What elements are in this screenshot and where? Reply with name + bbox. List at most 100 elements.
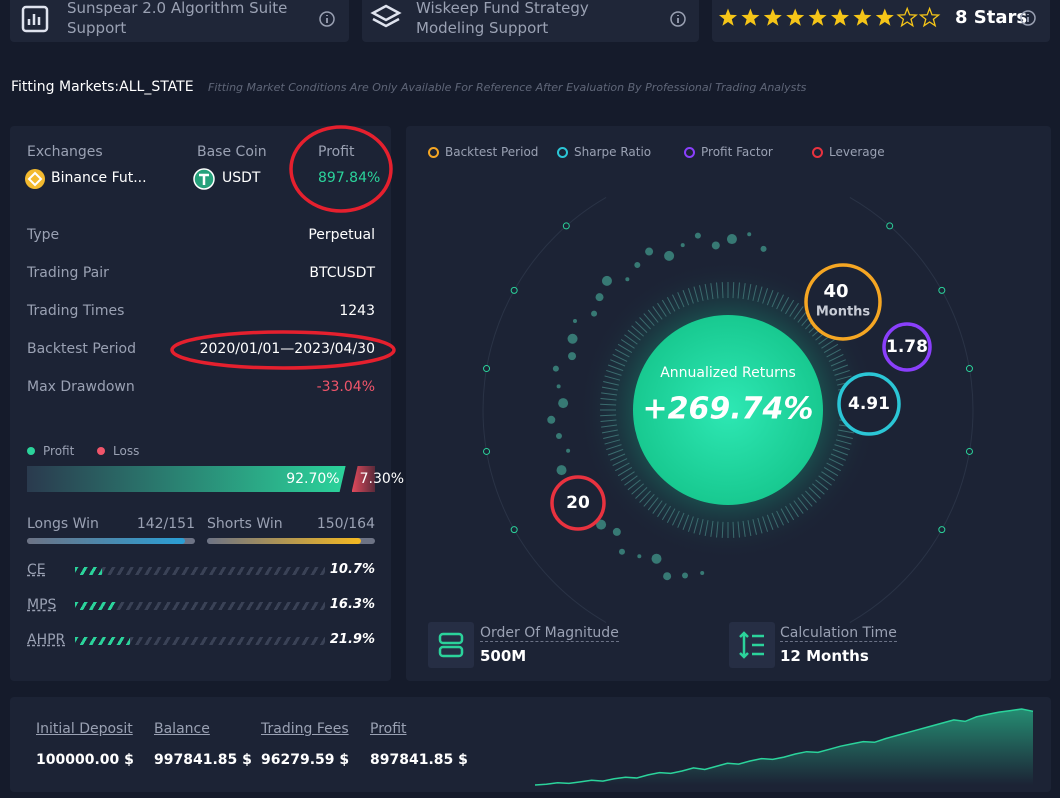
stat-label: Calculation Time bbox=[780, 625, 897, 642]
legend-label[interactable]: Profit Factor bbox=[701, 145, 773, 159]
ring-tick bbox=[643, 313, 655, 326]
ring-tick bbox=[672, 510, 680, 526]
info-icon[interactable] bbox=[1019, 9, 1037, 27]
ring-tick bbox=[737, 521, 740, 538]
legend-label[interactable]: Leverage bbox=[829, 145, 885, 159]
bubble-value: 20 bbox=[566, 493, 590, 513]
detail-value: Perpetual bbox=[308, 227, 375, 243]
star bbox=[831, 8, 849, 26]
ring-tick bbox=[657, 302, 667, 317]
ring-tick bbox=[716, 282, 719, 299]
arc-node bbox=[938, 286, 946, 294]
star bbox=[741, 8, 760, 26]
ring-tick bbox=[757, 517, 763, 534]
ring-tick bbox=[742, 283, 746, 300]
equity-curve bbox=[535, 708, 1034, 786]
ring-tick bbox=[780, 297, 790, 312]
ring-tick bbox=[635, 487, 648, 499]
particle bbox=[566, 448, 571, 453]
ring-tick bbox=[828, 354, 844, 362]
ring-tick bbox=[785, 299, 795, 315]
ring-tick bbox=[657, 503, 667, 518]
arc-node bbox=[886, 222, 894, 230]
detail-value: -33.04% bbox=[316, 379, 375, 395]
particle bbox=[558, 398, 569, 409]
balance-value: 897841.85 $ bbox=[370, 752, 468, 768]
legend-label: Profit bbox=[43, 444, 75, 458]
star bbox=[786, 8, 805, 26]
ring-tick bbox=[834, 444, 850, 451]
particle bbox=[694, 232, 701, 239]
profit-value: 897.84% bbox=[318, 170, 381, 186]
ring-tick bbox=[776, 294, 784, 310]
ring-tick bbox=[652, 306, 663, 320]
ring-tick bbox=[752, 519, 757, 535]
particle bbox=[634, 262, 641, 269]
loss-bar bbox=[351, 466, 375, 492]
suite-icon bbox=[21, 5, 49, 33]
metric-track bbox=[75, 637, 325, 645]
ring-tick bbox=[808, 487, 821, 499]
usdt-icon bbox=[193, 168, 215, 190]
metric-name: MPS bbox=[27, 597, 57, 613]
detail-value: BTCUSDT bbox=[309, 265, 375, 281]
particle bbox=[645, 247, 654, 256]
arc-node bbox=[483, 447, 491, 455]
card-title: Wiskeep Fund Strategy Modeling Support bbox=[416, 0, 589, 37]
ring-tick bbox=[600, 414, 617, 417]
ring-tick bbox=[682, 514, 690, 531]
ring-tick bbox=[610, 359, 626, 367]
ring-tick bbox=[830, 453, 846, 461]
stat-value: 12 Months bbox=[780, 647, 869, 665]
ring-tick bbox=[666, 508, 676, 523]
bubble-unit: Months bbox=[816, 305, 871, 320]
ring-tick bbox=[603, 434, 619, 439]
ring-tick bbox=[828, 458, 844, 466]
feature-card[interactable] bbox=[10, 0, 349, 42]
ring-tick bbox=[601, 386, 618, 391]
info-icon[interactable] bbox=[318, 10, 336, 28]
ring-tick bbox=[647, 497, 659, 511]
ring-tick bbox=[762, 288, 769, 304]
ring-tick bbox=[762, 516, 769, 532]
particle bbox=[596, 519, 607, 530]
metric-bubble bbox=[550, 475, 606, 531]
ring-tick bbox=[789, 503, 799, 518]
ring-tick bbox=[647, 309, 659, 323]
ring-tick bbox=[607, 448, 624, 456]
ring-tick bbox=[627, 479, 641, 491]
arc-node bbox=[938, 526, 946, 534]
particle bbox=[572, 319, 577, 324]
metric-track bbox=[75, 567, 325, 575]
ring-tick bbox=[617, 343, 633, 353]
star bbox=[853, 8, 872, 26]
ring-tick bbox=[601, 424, 618, 428]
legend-label[interactable]: Backtest Period bbox=[445, 145, 539, 159]
ring-tick bbox=[672, 294, 680, 310]
particle bbox=[663, 572, 672, 581]
time-icon bbox=[729, 622, 775, 668]
feature-card[interactable] bbox=[362, 0, 699, 42]
ring-tick bbox=[699, 519, 704, 535]
ring-tick bbox=[635, 321, 648, 333]
detail-label: Trading Times bbox=[27, 303, 125, 319]
arc-node bbox=[510, 526, 518, 534]
ring-tick bbox=[604, 439, 621, 445]
ring-tick bbox=[624, 334, 638, 345]
ring-tick bbox=[710, 520, 714, 537]
ring-tick bbox=[704, 520, 709, 537]
ring-tick bbox=[732, 282, 735, 299]
ring-tick bbox=[687, 288, 694, 304]
legend-dot bbox=[812, 147, 823, 158]
binance-icon bbox=[25, 169, 45, 189]
ring-tick bbox=[797, 497, 809, 511]
legend-label[interactable]: Sharpe Ratio bbox=[574, 145, 652, 159]
particle bbox=[552, 365, 559, 372]
star bbox=[719, 8, 737, 26]
ring-tick bbox=[620, 339, 635, 349]
info-icon[interactable] bbox=[669, 10, 687, 28]
fitting-markets: Fitting Markets:ALL_STATE bbox=[11, 79, 194, 95]
rating-label: 8 Stars bbox=[955, 7, 1028, 28]
returns-visual: Annualized Returns +269.74% 40 Months 1.78 4.… bbox=[482, 197, 974, 623]
